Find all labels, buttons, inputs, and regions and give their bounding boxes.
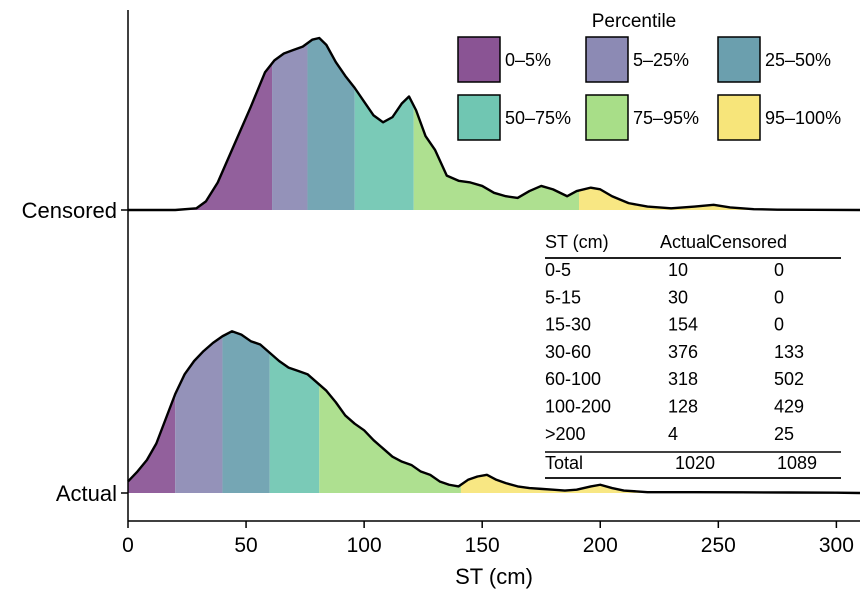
x-tick-label-250: 250	[701, 534, 736, 557]
table-cell-r5-c1: 60-100	[545, 369, 601, 389]
legend-label-6: 95–100%	[765, 108, 841, 128]
censored-band-6	[579, 187, 860, 210]
legend-swatch-3	[717, 36, 761, 83]
table-cell-r3-c2: 154	[668, 315, 698, 335]
x-tick-label-150: 150	[465, 534, 500, 557]
table-cell-r2-c3: 0	[774, 287, 784, 307]
legend-label-5: 75–95%	[633, 108, 699, 128]
table-cell-r3-c3: 0	[774, 315, 784, 335]
legend-label-1: 0–5%	[505, 50, 551, 70]
table-total-c2: 1020	[675, 453, 715, 473]
table-total-c3: 1089	[777, 453, 817, 473]
x-ticks: 0 50 100 150 200 250 300	[122, 521, 854, 557]
density-layer	[127, 36, 861, 495]
table-cell-r1-c1: 0-5	[545, 260, 571, 280]
x-tick-label-0: 0	[122, 534, 134, 557]
legend: Percentile 0–5% 5–25% 25–50% 50–75% 75–95% 95…	[457, 11, 841, 141]
legend-swatch-4	[457, 94, 501, 141]
table-cell-r5-c2: 318	[668, 369, 698, 389]
table-header-2: Actual	[660, 232, 710, 252]
censored-band-5	[413, 105, 580, 210]
legend-swatch-2	[585, 36, 629, 83]
table-cell-r2-c1: 5-15	[545, 287, 581, 307]
legend-label-3: 25–50%	[765, 50, 831, 70]
table-cell-r6-c2: 128	[668, 397, 698, 417]
table-cell-r7-c3: 25	[774, 424, 794, 444]
censored-band-2	[272, 43, 308, 210]
table-cell-r4-c1: 30-60	[545, 342, 591, 362]
actual-band-6	[460, 474, 860, 493]
actual-band-3	[222, 331, 270, 493]
legend-swatch-1	[457, 36, 501, 83]
table-total-c1: Total	[545, 453, 583, 473]
censored-band-3	[307, 38, 355, 210]
legend-label-2: 5–25%	[633, 50, 689, 70]
legend-label-4: 50–75%	[505, 108, 571, 128]
actual-band-5	[319, 384, 461, 493]
actual-band-1	[128, 394, 176, 493]
table-cell-r6-c3: 429	[774, 397, 804, 417]
legend-swatch-5	[585, 94, 629, 141]
row-label-censored: Censored	[22, 198, 117, 223]
actual-band-4	[269, 352, 320, 493]
table-cell-r4-c3: 133	[774, 342, 804, 362]
censored-density-outline	[128, 36, 861, 212]
table-cell-r4-c2: 376	[668, 342, 698, 362]
table-cell-r7-c1: >200	[545, 424, 586, 444]
table-header-3: Censored	[709, 232, 787, 252]
table-cell-r7-c2: 4	[668, 424, 678, 444]
censored-band-1	[128, 63, 273, 211]
x-tick-label-100: 100	[347, 534, 382, 557]
x-tick-label-300: 300	[819, 534, 854, 557]
x-axis-title: ST (cm)	[455, 564, 533, 589]
table-cell-r2-c2: 30	[668, 287, 688, 307]
row-label-actual: Actual	[56, 481, 117, 506]
table-cell-r1-c3: 0	[774, 260, 784, 280]
legend-swatch-6	[717, 94, 761, 141]
table-cell-r5-c3: 502	[774, 369, 804, 389]
table-cell-r3-c1: 15-30	[545, 315, 591, 335]
table-cell-r1-c2: 10	[668, 260, 688, 280]
x-tick-label-200: 200	[583, 534, 618, 557]
actual-band-2	[175, 336, 223, 493]
table-header-1: ST (cm)	[545, 232, 609, 252]
censored-band-4	[354, 87, 414, 210]
axes: Censored Actual 0 50 100 150 200 250 300 ST (c…	[22, 10, 860, 589]
x-tick-label-50: 50	[234, 534, 257, 557]
actual-density-outline	[127, 330, 861, 495]
table-cell-r6-c1: 100-200	[545, 397, 611, 417]
legend-title: Percentile	[592, 11, 677, 32]
